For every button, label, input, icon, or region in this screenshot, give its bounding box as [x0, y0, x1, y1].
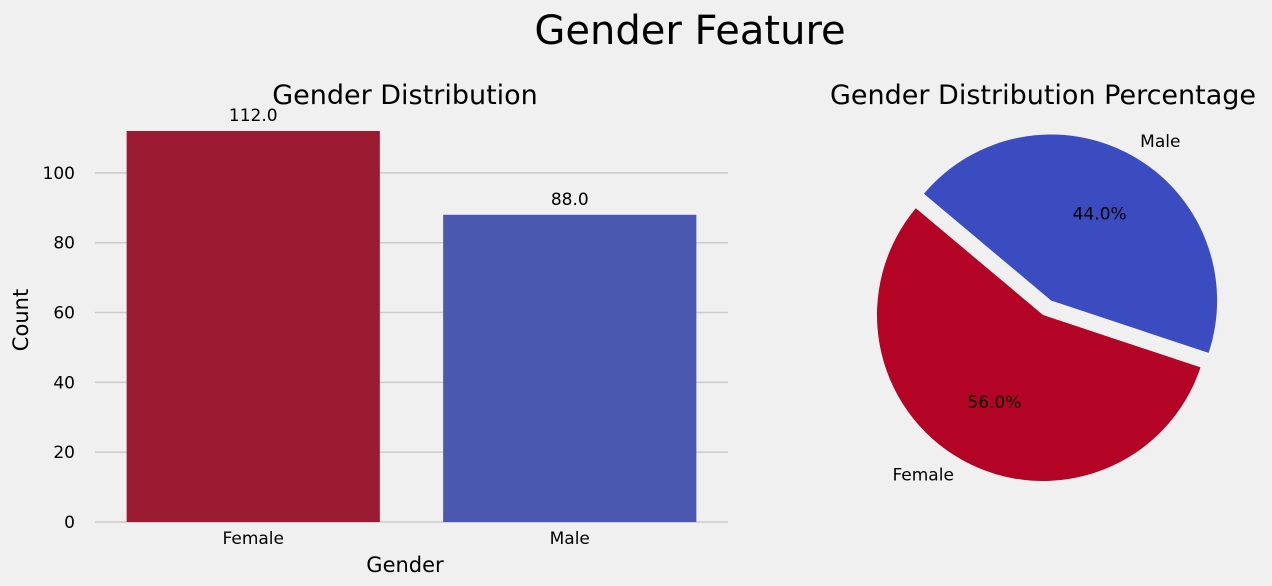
pie-chart: Gender Distribution Percentage 56.0% Fema… — [830, 80, 1256, 485]
figure-title: Gender Feature — [534, 8, 845, 54]
bar-chart-title: Gender Distribution — [272, 80, 538, 111]
pie-labels: 56.0% Female 44.0% Male — [892, 132, 1180, 485]
pie-percent-label: 56.0% — [967, 393, 1021, 413]
bar-y-tick-label: 60 — [53, 304, 75, 324]
bar-x-axis-ticks: Female Male — [223, 529, 590, 549]
bar-chart: Gender Distribution 0 20 40 60 80 100 Female M… — [9, 80, 728, 577]
bar-data-labels: 112.0 88.0 — [229, 106, 589, 210]
bar-x-axis-label: Gender — [366, 553, 444, 577]
bar-x-tick-label: Female — [223, 529, 284, 549]
bar-series — [126, 131, 697, 523]
pie-percent-label: 44.0% — [1073, 205, 1127, 225]
bar-y-tick-label: 20 — [53, 443, 75, 463]
bar-y-tick-label: 80 — [53, 234, 75, 254]
bar-y-tick-label: 40 — [53, 373, 75, 393]
bar-y-tick-label: 0 — [64, 513, 75, 533]
bar-x-tick-label: Male — [550, 529, 590, 549]
bar-y-tick-label: 100 — [43, 164, 75, 184]
pie-slice-male — [923, 134, 1218, 353]
bar-female — [126, 131, 380, 522]
bar-data-label: 88.0 — [551, 190, 589, 210]
bar-y-axis-label: Count — [9, 289, 33, 351]
bar-data-label: 112.0 — [229, 106, 278, 126]
pie-category-label: Male — [1140, 132, 1180, 152]
bar-male — [443, 214, 697, 523]
pie-chart-title: Gender Distribution Percentage — [830, 80, 1256, 111]
pie-slice-female — [877, 208, 1201, 482]
pie-slices — [877, 134, 1218, 482]
bar-y-axis-ticks: 0 20 40 60 80 100 — [43, 164, 75, 533]
pie-category-label: Female — [892, 465, 953, 485]
